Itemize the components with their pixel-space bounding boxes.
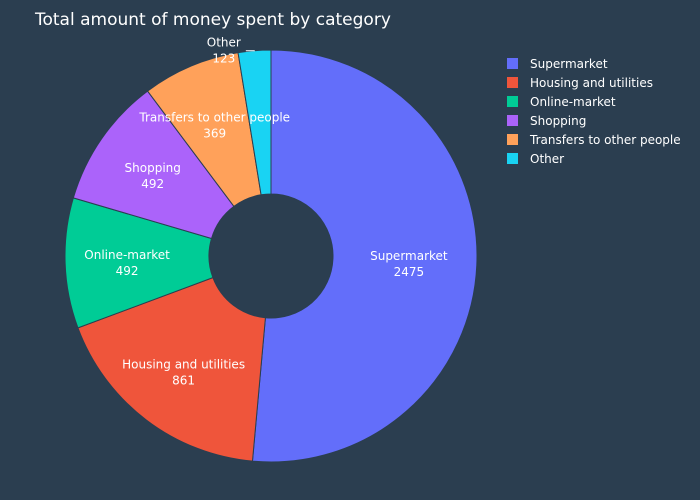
legend-swatch-transfers-to-other-people	[507, 134, 518, 145]
legend-label-housing-and-utilities: Housing and utilities	[530, 76, 653, 90]
legend-label-supermarket: Supermarket	[530, 57, 608, 71]
chart-title: Total amount of money spent by category	[34, 10, 391, 30]
slice-label-housing-and-utilities: Housing and utilities	[122, 357, 245, 371]
slice-value-supermarket: 2475	[394, 265, 425, 279]
legend-item-shopping[interactable]: Shopping	[507, 114, 586, 128]
legend-swatch-supermarket	[507, 58, 518, 69]
slice-value-other: 123	[212, 52, 235, 66]
legend-item-online-market[interactable]: Online-market	[507, 95, 616, 109]
slice-other[interactable]	[237, 49, 272, 196]
legend-label-transfers-to-other-people: Transfers to other people	[529, 133, 681, 147]
legend[interactable]: Supermarket Housing and utilities Online-m…	[507, 57, 681, 166]
slice-label-shopping: Shopping	[125, 161, 181, 175]
legend-item-housing-and-utilities[interactable]: Housing and utilities	[507, 76, 653, 90]
legend-swatch-housing-and-utilities	[507, 77, 518, 88]
slice-label-supermarket: Supermarket	[370, 249, 448, 263]
slice-value-online-market: 492	[116, 264, 139, 278]
legend-swatch-other	[507, 153, 518, 164]
slice-labels-group: Supermarket 2475 Housing and utilities 861 O…	[84, 36, 448, 388]
slice-value-transfers-to-other-people: 369	[203, 126, 226, 140]
slice-label-online-market: Online-market	[84, 248, 170, 262]
legend-label-shopping: Shopping	[530, 114, 586, 128]
slice-supermarket[interactable]	[251, 49, 478, 463]
slice-value-shopping: 492	[141, 177, 164, 191]
legend-label-online-market: Online-market	[530, 95, 616, 109]
slice-shopping[interactable]	[72, 90, 235, 240]
legend-item-transfers-to-other-people[interactable]: Transfers to other people	[507, 133, 681, 147]
slice-label-other: Other	[207, 36, 241, 50]
legend-item-other[interactable]: Other	[507, 152, 564, 166]
slice-housing-and-utilities[interactable]	[77, 276, 266, 462]
slice-label-transfers-to-other-people: Transfers to other people	[138, 110, 290, 124]
legend-item-supermarket[interactable]: Supermarket	[507, 57, 608, 71]
slice-online-market[interactable]	[64, 197, 214, 329]
legend-label-other: Other	[530, 152, 564, 166]
slice-value-housing-and-utilities: 861	[172, 373, 195, 387]
slices-group	[64, 49, 478, 463]
legend-swatch-shopping	[507, 115, 518, 126]
legend-swatch-online-market	[507, 96, 518, 107]
